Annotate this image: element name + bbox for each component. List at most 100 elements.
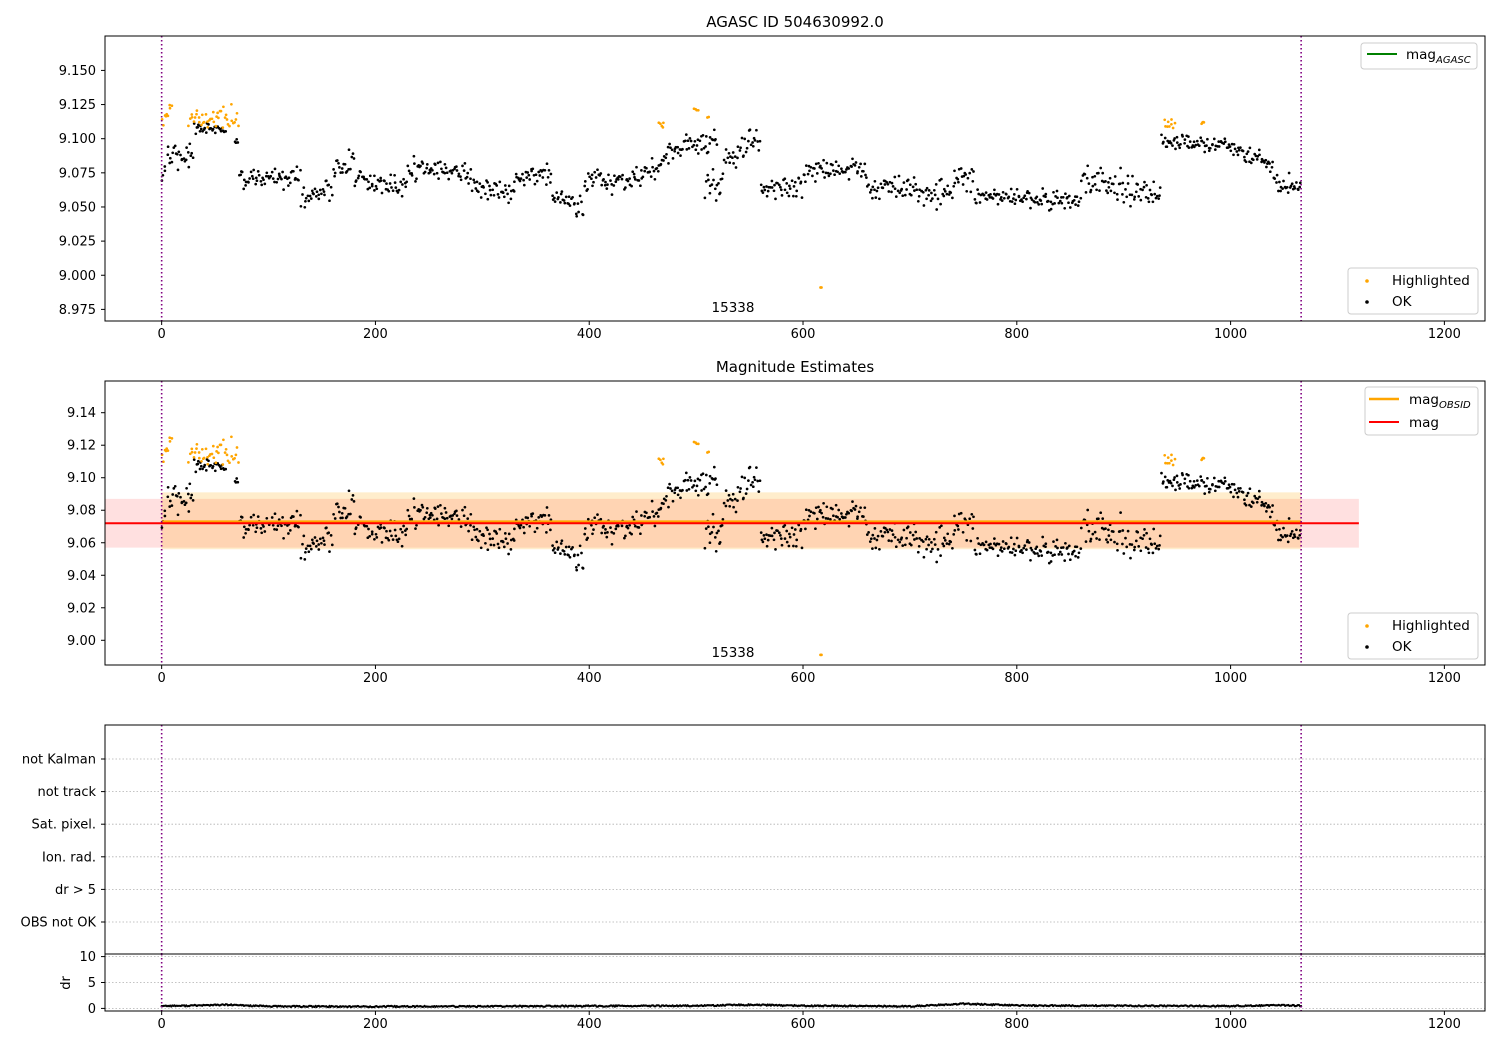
ok-point [857, 165, 861, 169]
ok-point [1118, 182, 1122, 186]
ok-point [808, 514, 811, 518]
ok-point [388, 182, 392, 185]
ok-point [414, 180, 417, 183]
ok-point [1148, 537, 1152, 541]
ok-point [933, 543, 937, 546]
ok-point [347, 489, 351, 493]
ok-point [1027, 541, 1031, 544]
ok-point [1121, 181, 1125, 185]
ok-point [1245, 494, 1249, 498]
ok-point [1277, 538, 1280, 542]
ok-point [701, 133, 705, 137]
ok-point [1199, 136, 1203, 140]
ok-point [352, 500, 356, 503]
ok-point [583, 180, 587, 183]
ok-point [891, 185, 895, 188]
highlighted-point [1170, 453, 1173, 457]
ok-point [703, 196, 707, 200]
highlighted-point [170, 437, 174, 440]
ok-point [1107, 181, 1110, 184]
ok-point [366, 536, 370, 540]
ok-point [668, 142, 671, 146]
ok-point [419, 508, 422, 512]
ok-point [1268, 162, 1271, 165]
ok-point [1255, 158, 1259, 161]
ok-point [742, 496, 745, 500]
ok-point [650, 156, 654, 160]
ok-point [965, 189, 969, 193]
highlighted-point [820, 653, 823, 657]
ok-point [751, 485, 755, 489]
ok-point [419, 164, 422, 168]
highlighted-point [661, 462, 665, 466]
ok-point [1101, 517, 1105, 520]
ok-point [1060, 201, 1064, 205]
ok-point [410, 517, 414, 521]
ok-point [368, 174, 372, 178]
legend-point-label: OK [1392, 639, 1413, 655]
ok-point [745, 146, 749, 150]
ok-point [886, 530, 890, 534]
ok-point [874, 196, 878, 199]
ok-point [844, 516, 847, 519]
highlighted-point [211, 110, 215, 114]
ok-point [612, 184, 616, 187]
ok-point [1246, 150, 1250, 153]
ok-point [1124, 188, 1127, 191]
ok-point [370, 182, 374, 186]
ok-point [687, 147, 691, 150]
ok-point [370, 530, 374, 534]
ok-point [312, 192, 315, 196]
ok-point [651, 510, 654, 513]
ok-point [543, 168, 547, 172]
ok-point [252, 513, 256, 517]
ok-point [915, 188, 919, 192]
ok-point [936, 548, 940, 551]
ok-point [563, 553, 567, 556]
ok-point [507, 532, 511, 536]
ok-point [1235, 491, 1239, 495]
ok-point [410, 174, 414, 177]
ok-point [906, 525, 910, 529]
ok-point [194, 470, 198, 474]
y-tick-label: 9.08 [67, 504, 96, 519]
ok-point [188, 482, 192, 486]
ok-point [338, 510, 341, 514]
ok-point [713, 187, 717, 191]
ok-point [942, 194, 946, 198]
ok-point [731, 156, 734, 160]
legend-point-swatch [1365, 624, 1369, 628]
x-tick-label: 0 [158, 671, 166, 686]
ok-point [1179, 483, 1182, 486]
ok-point [925, 547, 928, 551]
ok-point [788, 535, 792, 539]
ok-point [354, 526, 358, 529]
highlighted-point [820, 286, 823, 289]
ok-point [633, 175, 636, 179]
ok-point [906, 178, 910, 182]
ok-point [708, 474, 712, 478]
ok-point [211, 464, 215, 468]
highlighted-point [1173, 121, 1177, 125]
ok-point [751, 480, 754, 484]
ok-point [715, 183, 719, 187]
ok-point [905, 536, 908, 540]
ok-point [1236, 153, 1240, 157]
ok-point [969, 539, 973, 543]
ok-point [809, 510, 813, 514]
highlighted-point [193, 451, 197, 454]
ok-point [949, 540, 953, 544]
ok-point [708, 191, 712, 195]
highlighted-point [206, 125, 210, 129]
ok-point [533, 182, 537, 186]
ok-point [568, 204, 572, 207]
ok-point [1129, 204, 1132, 208]
ok-point [720, 177, 724, 181]
ok-point [686, 139, 690, 143]
ok-point [1279, 534, 1283, 537]
ok-point [332, 168, 335, 171]
ok-point [287, 184, 290, 187]
ok-point [313, 536, 317, 539]
ok-point [999, 196, 1003, 199]
